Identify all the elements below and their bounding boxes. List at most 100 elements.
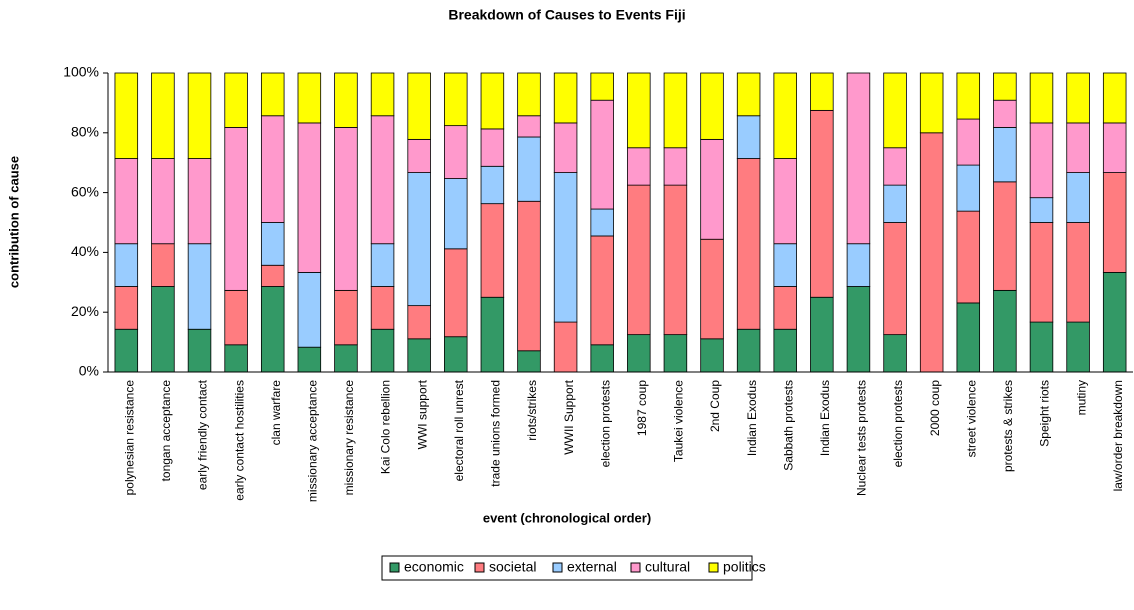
bar-segment (1102, 122, 1127, 173)
bar-segment (407, 72, 431, 140)
x-tick-label: missionary acceptance (306, 380, 320, 502)
bar-segment (260, 222, 285, 266)
bar-segment (114, 72, 139, 159)
y-tick-label: 80% (71, 124, 99, 140)
bar-segment (1102, 272, 1127, 373)
bar-segment (846, 72, 871, 245)
bar-segment (553, 172, 578, 323)
x-tick-label: polynesian resistance (122, 380, 136, 496)
x-tick-label: clan warfare (269, 380, 283, 446)
bar-segment (993, 72, 1017, 101)
bar-segment (663, 184, 688, 336)
bar-segment (736, 115, 761, 159)
x-tick-label: election protests (891, 380, 905, 467)
x-tick-label: early friendly contact (196, 379, 210, 490)
bar-segment (627, 184, 651, 336)
bar-segment (517, 350, 541, 373)
legend-swatch (552, 562, 563, 573)
bar-segment (919, 132, 944, 373)
bar-segment (224, 127, 248, 291)
bar-segment (260, 115, 285, 223)
bar-segment (1029, 72, 1054, 124)
bar-segment (993, 99, 1017, 128)
bar-segment (993, 181, 1017, 291)
bar-segment (297, 346, 322, 373)
bar-segment (1029, 197, 1054, 223)
bar-segment (517, 115, 541, 138)
bar-segment (407, 138, 431, 173)
bar-segment (553, 72, 578, 124)
bar-segment (590, 99, 614, 210)
bar-segment (370, 286, 395, 330)
bar-segment (444, 178, 468, 250)
bar-segment (773, 72, 797, 159)
bar-segment (736, 158, 761, 330)
bar-segment (1066, 222, 1090, 323)
bar-segment (810, 109, 834, 298)
bar-segment (151, 158, 175, 245)
legend-label: societal (489, 559, 536, 575)
x-tick-label: protests & strikes (1001, 380, 1015, 472)
bar-segment (370, 328, 395, 373)
bar-segment (956, 72, 981, 120)
x-tick-label: missionary resistance (342, 380, 356, 496)
bar-segment (480, 203, 505, 298)
bar-segment (883, 147, 907, 186)
bar-segment (114, 243, 139, 287)
y-tick-label: 40% (71, 243, 99, 259)
bar-segment (517, 72, 541, 117)
bar-segment (590, 72, 614, 101)
bar-segment (1102, 72, 1127, 124)
bar-segment (590, 208, 614, 237)
bar-segment (736, 72, 761, 117)
bar-segment (114, 286, 139, 330)
bar-segment (1029, 222, 1054, 323)
chart-title: Breakdown of Causes to Events Fiji (448, 7, 685, 23)
bar-segment (480, 72, 505, 130)
bar-segment (407, 172, 431, 307)
bar-segment (260, 264, 285, 287)
bar-segment (224, 72, 248, 128)
bar-segment (114, 328, 139, 373)
bar-segment (773, 286, 797, 330)
bar-segment (187, 72, 212, 159)
bar-segment (334, 344, 358, 373)
bar-segment (151, 72, 175, 159)
legend-label: politics (723, 559, 766, 575)
x-tick-label: early contact hostilities (232, 380, 246, 501)
bar-segment (627, 72, 651, 149)
bar-segment (444, 125, 468, 179)
bar-segment (151, 286, 175, 373)
bar-segment (517, 136, 541, 202)
bar-segment (956, 302, 981, 373)
bar-segment (627, 147, 651, 186)
legend-label: economic (404, 559, 464, 575)
bar-segment (810, 72, 834, 111)
x-tick-label: electoral roll unrest (452, 379, 466, 481)
bar-segment (334, 127, 358, 291)
x-tick-label: law/order breakdown (1111, 380, 1125, 491)
x-tick-label: election protests (598, 380, 612, 467)
bar-segment (883, 334, 907, 373)
bar-segment (297, 122, 322, 273)
bar-segment (260, 286, 285, 373)
bar-segment (1066, 122, 1090, 173)
x-tick-label: Sabbath protests (781, 380, 795, 471)
bar-segment (1066, 321, 1090, 373)
bar-segment (480, 165, 505, 205)
bar-segment (370, 243, 395, 287)
bar-segment (993, 127, 1017, 183)
bar-segment (846, 286, 871, 373)
x-tick-label: trade unions formed (489, 380, 503, 487)
bar-segment (956, 118, 981, 166)
x-tick-label: mutiny (1074, 380, 1088, 415)
legend-swatch (708, 562, 719, 573)
bar-segment (1029, 321, 1054, 373)
legend-label: external (567, 559, 617, 575)
bar-segment (187, 243, 212, 330)
bar-segment (993, 289, 1017, 373)
bar-segment (444, 248, 468, 338)
bar-segment (444, 72, 468, 127)
bar-segment (1102, 172, 1127, 273)
